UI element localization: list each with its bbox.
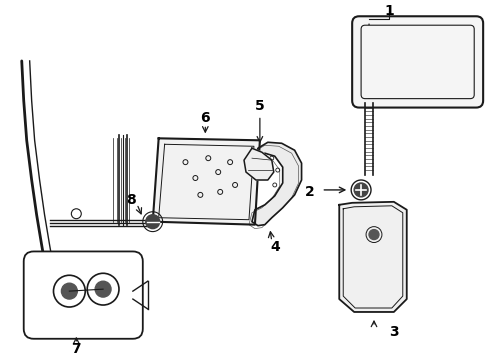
Circle shape <box>369 230 379 239</box>
Text: 5: 5 <box>255 99 265 113</box>
Text: 4: 4 <box>270 240 280 255</box>
Circle shape <box>354 183 368 197</box>
Circle shape <box>95 281 111 297</box>
FancyBboxPatch shape <box>361 25 474 99</box>
Polygon shape <box>244 148 274 180</box>
FancyBboxPatch shape <box>24 251 143 339</box>
Polygon shape <box>252 142 301 226</box>
Text: 8: 8 <box>126 193 136 207</box>
Polygon shape <box>339 202 407 312</box>
Text: 2: 2 <box>305 185 315 199</box>
Text: 3: 3 <box>389 325 399 339</box>
Polygon shape <box>153 138 260 225</box>
FancyBboxPatch shape <box>352 16 483 108</box>
Text: 7: 7 <box>72 342 81 356</box>
Text: 1: 1 <box>384 4 394 18</box>
Circle shape <box>61 283 77 299</box>
Circle shape <box>146 215 160 229</box>
Text: 6: 6 <box>200 112 210 126</box>
